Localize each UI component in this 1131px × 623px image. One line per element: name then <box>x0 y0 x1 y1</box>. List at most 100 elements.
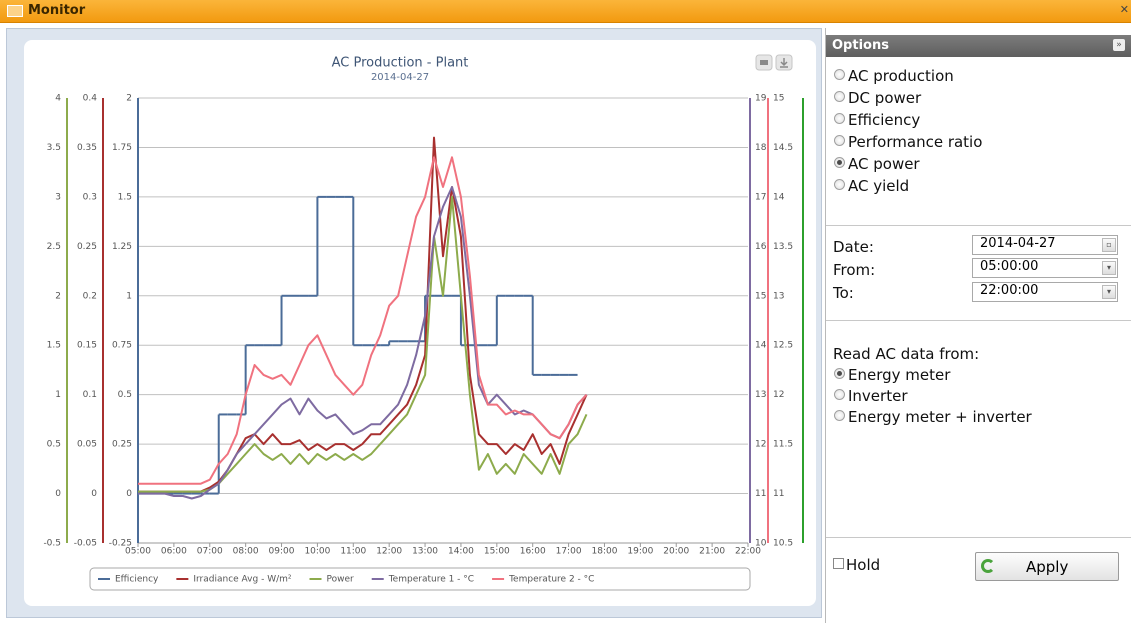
y-tick-label: 0.2 <box>83 291 97 301</box>
y-tick-label: 1.5 <box>47 341 61 351</box>
x-tick-label: 07:00 <box>197 547 223 557</box>
y-tick-label: 15 <box>755 291 766 301</box>
options-title: Options <box>832 38 889 53</box>
legend-label: Efficiency <box>115 575 159 585</box>
y-tick-label: 14.5 <box>773 143 793 153</box>
y-tick-label: 0.3 <box>83 192 97 202</box>
y-tick-label: 1.5 <box>118 192 132 202</box>
from-select[interactable]: 05:00:00 ▾ <box>972 258 1118 278</box>
y-tick-label: 18 <box>755 143 767 153</box>
print-icon <box>760 60 768 65</box>
radio-button[interactable] <box>834 91 845 102</box>
radio-option[interactable]: DC power <box>834 89 921 107</box>
radio-button[interactable] <box>834 135 845 146</box>
x-tick-label: 22:00 <box>735 547 761 557</box>
radio-option[interactable]: AC yield <box>834 177 909 195</box>
options-header: Options » <box>826 35 1131 57</box>
radio-label: AC production <box>848 67 954 85</box>
source-label: Read AC data from: <box>833 345 980 363</box>
hold-option[interactable]: Hold <box>833 556 880 574</box>
radio-option[interactable]: Inverter <box>834 387 907 405</box>
calendar-icon[interactable]: ▫ <box>1102 238 1116 252</box>
radio-label: Performance ratio <box>848 133 983 151</box>
date-input[interactable]: 2014-04-27 ▫ <box>972 235 1118 255</box>
date-label: Date: <box>833 238 874 256</box>
y-tick-label: 15 <box>773 94 784 104</box>
from-label: From: <box>833 261 876 279</box>
y-tick-label: 1 <box>126 291 132 301</box>
series-line <box>138 136 588 493</box>
chart-subtitle: 2014-04-27 <box>371 72 429 83</box>
chart-box <box>24 40 816 606</box>
to-value: 22:00:00 <box>980 283 1039 298</box>
radio-label: AC yield <box>848 177 910 195</box>
radio-option[interactable]: Energy meter <box>834 366 950 384</box>
apply-label: Apply <box>1026 558 1069 576</box>
series-line <box>138 186 588 500</box>
chart: AC Production - Plant 2014-04-27 05:00 06… <box>43 54 804 591</box>
dropdown-icon[interactable]: ▾ <box>1102 285 1116 299</box>
date-value: 2014-04-27 <box>980 236 1056 251</box>
x-tick-label: 19:00 <box>627 547 653 557</box>
x-tick-label: 12:00 <box>376 547 402 557</box>
y-tick-label: 12.5 <box>773 341 793 351</box>
x-tick-label: 05:00 <box>125 547 151 557</box>
radio-label: Energy meter + inverter <box>848 408 1032 426</box>
radio-button[interactable] <box>834 368 845 379</box>
y-tick-label: 0 <box>126 489 132 499</box>
x-tick-label: 21:00 <box>699 547 725 557</box>
to-select[interactable]: 22:00:00 ▾ <box>972 282 1118 302</box>
options-panel <box>825 28 1131 623</box>
legend-label: Temperature 1 - °C <box>388 575 474 585</box>
y-tick-label: -0.05 <box>74 539 97 549</box>
y-tick-label: 11 <box>755 489 766 499</box>
y-tick-label: 11.5 <box>773 440 793 450</box>
radio-button[interactable] <box>834 389 845 400</box>
radio-label: Inverter <box>848 387 908 405</box>
radio-button[interactable] <box>834 113 845 124</box>
apply-button[interactable]: Apply <box>975 552 1119 581</box>
radio-button[interactable] <box>834 69 845 80</box>
close-button[interactable]: ✕ <box>1119 3 1129 16</box>
radio-label: Energy meter <box>848 366 951 384</box>
divider <box>826 537 1131 538</box>
radio-option[interactable]: Performance ratio <box>834 133 982 151</box>
y-tick-label: 17 <box>755 192 766 202</box>
x-tick-label: 20:00 <box>663 547 689 557</box>
radio-button[interactable] <box>834 157 845 168</box>
y-tick-label: 13 <box>755 390 766 400</box>
radio-option[interactable]: Efficiency <box>834 111 920 129</box>
collapse-button[interactable]: » <box>1113 39 1125 51</box>
radio-button[interactable] <box>834 179 845 190</box>
x-tick-label: 15:00 <box>484 547 510 557</box>
y-tick-label: 2 <box>55 291 61 301</box>
radio-option[interactable]: Energy meter + inverter <box>834 408 1032 426</box>
legend-label: Power <box>327 575 355 585</box>
y-tick-label: 10.5 <box>773 539 793 549</box>
y-tick-label: 0 <box>91 489 97 499</box>
y-tick-label: 13.5 <box>773 242 793 252</box>
x-tick-label: 09:00 <box>269 547 295 557</box>
export-icon <box>780 58 788 68</box>
series-line <box>138 156 588 485</box>
y-tick-label: 1 <box>55 390 61 400</box>
y-tick-label: 0.15 <box>77 341 97 351</box>
y-tick-label: 2 <box>126 94 132 104</box>
y-tick-label: -0.5 <box>43 539 61 549</box>
y-tick-label: 0.75 <box>112 341 132 351</box>
radio-option[interactable]: AC power <box>834 155 920 173</box>
title-bar: Monitor ✕ <box>0 0 1131 23</box>
x-tick-label: 10:00 <box>304 547 330 557</box>
window-icon <box>7 5 23 17</box>
y-tick-label: 0.4 <box>83 94 98 104</box>
divider <box>826 225 1131 226</box>
window-title: Monitor <box>28 3 86 18</box>
hold-checkbox[interactable] <box>833 558 844 569</box>
radio-label: AC power <box>848 155 920 173</box>
dropdown-icon[interactable]: ▾ <box>1102 261 1116 275</box>
radio-button[interactable] <box>834 410 845 421</box>
radio-label: DC power <box>848 89 922 107</box>
radio-option[interactable]: AC production <box>834 67 954 85</box>
x-tick-label: 14:00 <box>448 547 474 557</box>
